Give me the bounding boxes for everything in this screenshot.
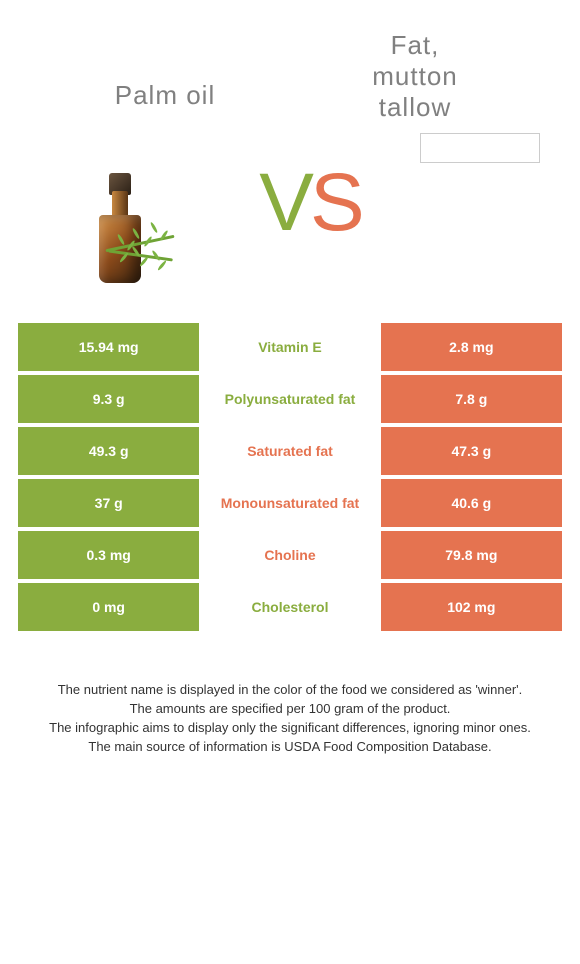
images-row: VS (0, 113, 580, 303)
table-row: 37 gMonounsaturated fat40.6 g (18, 479, 562, 527)
nutrient-label: Cholesterol (199, 583, 380, 631)
header: Palm oil Fat, mutton tallow (0, 0, 580, 123)
palm-oil-image (40, 123, 200, 283)
vs-v: V (259, 157, 310, 248)
mutton-tallow-image-placeholder (420, 133, 540, 163)
vs-label: VS (259, 156, 360, 250)
value-right: 102 mg (381, 583, 562, 631)
footer-line-1: The nutrient name is displayed in the co… (18, 681, 562, 700)
nutrient-label: Saturated fat (199, 427, 380, 475)
nutrient-label: Vitamin E (199, 323, 380, 371)
value-left: 0.3 mg (18, 531, 199, 579)
footer-line-3: The infographic aims to display only the… (18, 719, 562, 738)
value-left: 37 g (18, 479, 199, 527)
value-right: 79.8 mg (381, 531, 562, 579)
value-left: 0 mg (18, 583, 199, 631)
title-right-line3: tallow (290, 92, 540, 123)
value-left: 49.3 g (18, 427, 199, 475)
table-row: 0.3 mgCholine79.8 mg (18, 531, 562, 579)
nutrient-label: Polyunsaturated fat (199, 375, 380, 423)
title-right-line2: mutton (290, 61, 540, 92)
title-right-line1: Fat, (290, 30, 540, 61)
footer-notes: The nutrient name is displayed in the co… (18, 681, 562, 756)
table-row: 15.94 mgVitamin E2.8 mg (18, 323, 562, 371)
table-row: 9.3 gPolyunsaturated fat7.8 g (18, 375, 562, 423)
value-left: 9.3 g (18, 375, 199, 423)
comparison-table: 15.94 mgVitamin E2.8 mg9.3 gPolyunsatura… (18, 323, 562, 631)
vs-s: S (310, 157, 361, 248)
value-right: 7.8 g (381, 375, 562, 423)
value-right: 2.8 mg (381, 323, 562, 371)
herb-icon (100, 205, 190, 275)
table-row: 0 mgCholesterol102 mg (18, 583, 562, 631)
footer-line-4: The main source of information is USDA F… (18, 738, 562, 757)
value-right: 47.3 g (381, 427, 562, 475)
title-mutton-tallow: Fat, mutton tallow (290, 30, 540, 123)
nutrient-label: Choline (199, 531, 380, 579)
value-right: 40.6 g (381, 479, 562, 527)
nutrient-label: Monounsaturated fat (199, 479, 380, 527)
value-left: 15.94 mg (18, 323, 199, 371)
title-palm-oil: Palm oil (40, 30, 290, 111)
table-row: 49.3 gSaturated fat47.3 g (18, 427, 562, 475)
footer-line-2: The amounts are specified per 100 gram o… (18, 700, 562, 719)
